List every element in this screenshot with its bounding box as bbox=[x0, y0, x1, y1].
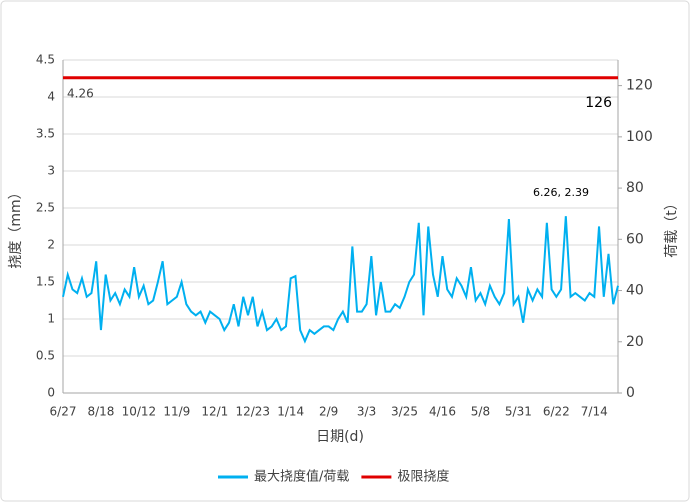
x-tick-label: 2/9 bbox=[319, 405, 338, 419]
y2-tick-label: 80 bbox=[626, 180, 644, 196]
annotation: 126 bbox=[585, 95, 612, 111]
y2-tick-label: 100 bbox=[626, 129, 653, 145]
x-tick-label: 4/16 bbox=[429, 405, 456, 419]
legend-label: 极限挠度 bbox=[397, 469, 449, 485]
x-tick-label: 11/9 bbox=[163, 405, 190, 419]
y-tick-label: 4 bbox=[47, 90, 55, 104]
x-tick-label: 8/18 bbox=[87, 405, 114, 419]
data-line bbox=[62, 216, 619, 344]
annotation: 6.26, 2.39 bbox=[533, 186, 589, 199]
x-tick-label: 12/23 bbox=[235, 405, 270, 419]
y-tick-label: 1 bbox=[47, 312, 55, 326]
x-tick-label: 3/3 bbox=[357, 405, 376, 419]
x-tick-label: 3/25 bbox=[391, 405, 418, 419]
x-tick-label: 1/14 bbox=[277, 405, 304, 419]
y-tick-label: 2 bbox=[47, 238, 55, 252]
y-tick-label: 3 bbox=[47, 164, 55, 178]
x-tick-label: 12/1 bbox=[201, 405, 228, 419]
y-tick-label: 1.5 bbox=[36, 275, 55, 289]
x-tick-label: 6/22 bbox=[543, 405, 570, 419]
y2-tick-label: 40 bbox=[626, 283, 644, 299]
x-tick-label: 10/12 bbox=[122, 405, 157, 419]
y2-tick-label: 120 bbox=[626, 78, 653, 94]
y2-tick-label: 60 bbox=[626, 231, 644, 247]
x-tick-label: 6/27 bbox=[50, 405, 77, 419]
y-tick-label: 0.5 bbox=[36, 349, 55, 363]
y2-axis-label: 荷载（t） bbox=[664, 196, 680, 258]
y2-tick-label: 20 bbox=[626, 334, 644, 350]
y2-tick-label: 0 bbox=[626, 385, 635, 401]
x-tick-label: 5/31 bbox=[505, 405, 532, 419]
y-axis-label: 挠度（mm） bbox=[8, 185, 24, 268]
legend-label: 最大挠度值/荷载 bbox=[254, 469, 349, 485]
y-tick-label: 4.5 bbox=[36, 53, 55, 67]
y-tick-label: 2.5 bbox=[36, 201, 55, 215]
y-tick-label: 0 bbox=[47, 386, 55, 400]
limit-value-label: 4.26 bbox=[67, 86, 94, 100]
y-tick-label: 3.5 bbox=[36, 127, 55, 141]
x-tick-label: 5/8 bbox=[471, 405, 490, 419]
x-axis-label: 日期(d) bbox=[316, 429, 364, 445]
x-tick-label: 7/14 bbox=[581, 405, 608, 419]
